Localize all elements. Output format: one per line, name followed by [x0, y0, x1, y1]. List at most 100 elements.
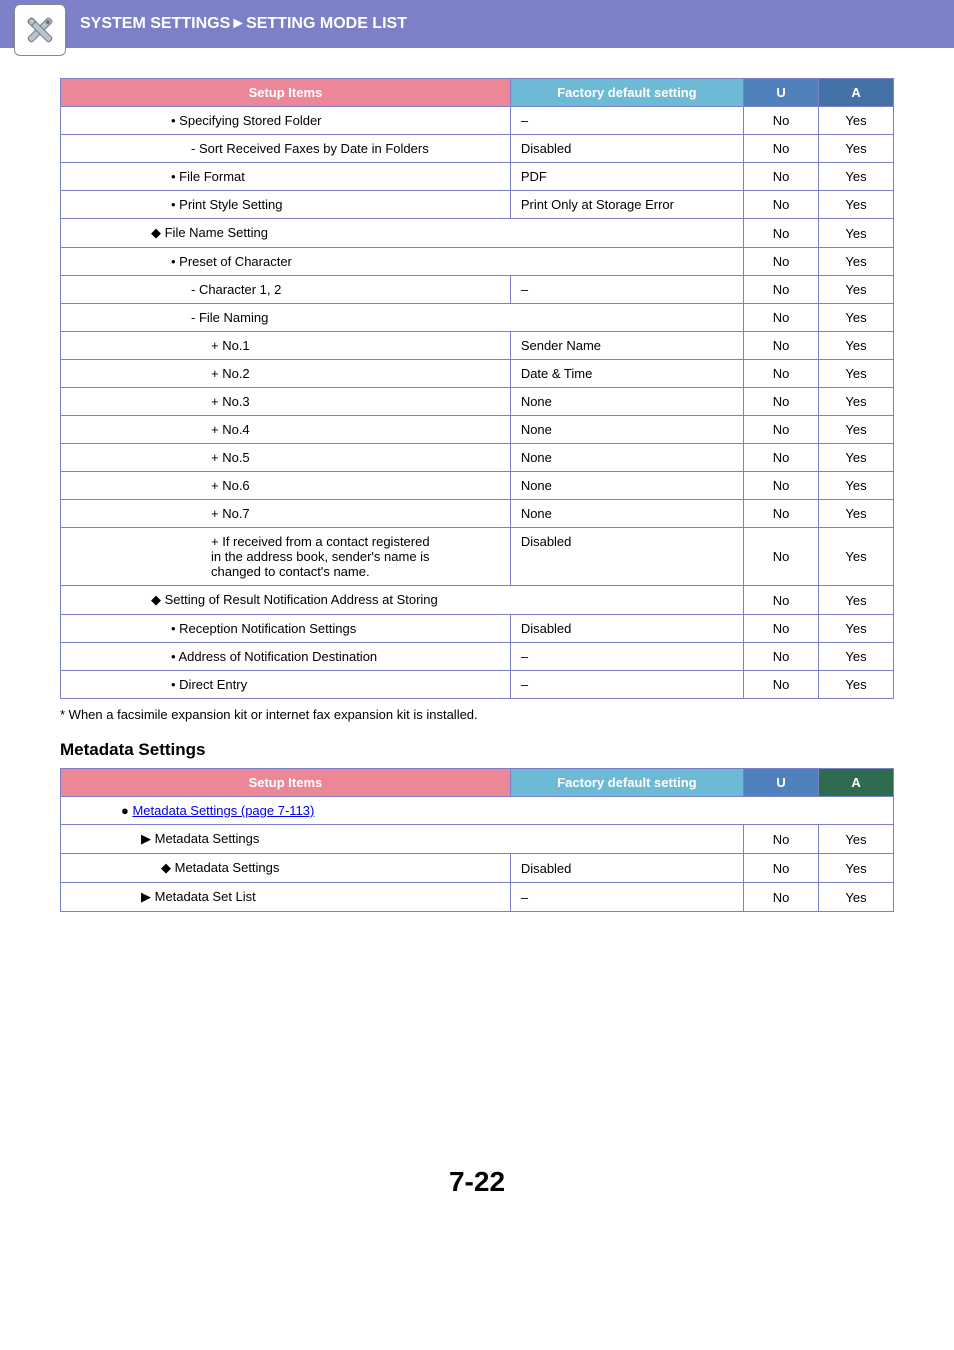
- cell-label: • Reception Notification Settings: [61, 615, 511, 643]
- table-row: - Character 1, 2–NoYes: [61, 276, 894, 304]
- cell-a: Yes: [819, 163, 894, 191]
- cell-factory: PDF: [510, 163, 743, 191]
- cell-label: - Character 1, 2: [61, 276, 511, 304]
- table-row: + No.7NoneNoYes: [61, 500, 894, 528]
- cell-u: No: [744, 444, 819, 472]
- cell-a: Yes: [819, 191, 894, 219]
- cell-factory: None: [510, 388, 743, 416]
- col-setup: Setup Items: [61, 769, 511, 797]
- table-row: + No.3NoneNoYes: [61, 388, 894, 416]
- table-row: ◆ File Name SettingNoYes: [61, 219, 894, 248]
- cell-label: + If received from a contact registered …: [61, 528, 511, 586]
- page-number: 7-22: [0, 916, 954, 1228]
- cell-u: No: [744, 107, 819, 135]
- cell-label: + No.5: [61, 444, 511, 472]
- cell-label: ◆ Setting of Result Notification Address…: [61, 586, 744, 615]
- cell-factory: Disabled: [510, 615, 743, 643]
- cell-a: Yes: [819, 332, 894, 360]
- cell-label: ▶ Metadata Settings: [61, 825, 744, 854]
- cell-factory: –: [510, 107, 743, 135]
- cell-a: Yes: [819, 528, 894, 586]
- header-bar: SYSTEM SETTINGS►SETTING MODE LIST: [0, 0, 954, 48]
- cell-u: No: [744, 416, 819, 444]
- cell-label: ◆ File Name Setting: [61, 219, 744, 248]
- cell-u: No: [744, 528, 819, 586]
- cell-u: No: [744, 276, 819, 304]
- table-row: + If received from a contact registered …: [61, 528, 894, 586]
- cell-a: Yes: [819, 586, 894, 615]
- table-row: • File FormatPDFNoYes: [61, 163, 894, 191]
- breadcrumb: SYSTEM SETTINGS►SETTING MODE LIST: [80, 15, 407, 33]
- cell-label: + No.1: [61, 332, 511, 360]
- cell-factory: Disabled: [510, 135, 743, 163]
- cell-a: Yes: [819, 472, 894, 500]
- col-a: A: [819, 769, 894, 797]
- cell-u: No: [744, 388, 819, 416]
- cell-u: No: [744, 883, 819, 912]
- cell-factory: Print Only at Storage Error: [510, 191, 743, 219]
- cell-label: + No.3: [61, 388, 511, 416]
- cell-label: + No.2: [61, 360, 511, 388]
- cell-a: Yes: [819, 883, 894, 912]
- cell-u: No: [744, 191, 819, 219]
- table-row: ◆ Setting of Result Notification Address…: [61, 586, 894, 615]
- cell-label: ◆ Metadata Settings: [61, 854, 511, 883]
- cell-a: Yes: [819, 444, 894, 472]
- table-row: - File NamingNoYes: [61, 304, 894, 332]
- cell-factory: None: [510, 472, 743, 500]
- cell-label: • Print Style Setting: [61, 191, 511, 219]
- cell-label: + No.7: [61, 500, 511, 528]
- cell-factory: None: [510, 500, 743, 528]
- footnote: * When a facsimile expansion kit or inte…: [60, 703, 894, 732]
- table-row: + No.1Sender NameNoYes: [61, 332, 894, 360]
- cell-a: Yes: [819, 360, 894, 388]
- settings-table-2: Setup Items Factory default setting U A …: [60, 768, 894, 912]
- cell-u: No: [744, 304, 819, 332]
- cell-a: Yes: [819, 276, 894, 304]
- cell-label: ▶ Metadata Set List: [61, 883, 511, 912]
- cell-label: ● Metadata Settings (page 7-113): [61, 797, 894, 825]
- cell-u: No: [744, 825, 819, 854]
- settings-table-1: Setup Items Factory default setting U A …: [60, 78, 894, 699]
- cell-label: • Direct Entry: [61, 671, 511, 699]
- cell-a: Yes: [819, 219, 894, 248]
- col-u: U: [744, 769, 819, 797]
- table-row: ▶ Metadata Set List–NoYes: [61, 883, 894, 912]
- cell-a: Yes: [819, 854, 894, 883]
- table-row: • Address of Notification Destination–No…: [61, 643, 894, 671]
- col-setup: Setup Items: [61, 79, 511, 107]
- table-row: • Direct Entry–NoYes: [61, 671, 894, 699]
- cell-factory: Date & Time: [510, 360, 743, 388]
- cell-a: Yes: [819, 825, 894, 854]
- cell-factory: Disabled: [510, 528, 743, 586]
- table-row: + No.5NoneNoYes: [61, 444, 894, 472]
- metadata-link[interactable]: Metadata Settings (page 7-113): [132, 803, 314, 818]
- cell-factory: Sender Name: [510, 332, 743, 360]
- cell-factory: –: [510, 276, 743, 304]
- cell-u: No: [744, 219, 819, 248]
- cell-label: + No.4: [61, 416, 511, 444]
- cell-factory: None: [510, 444, 743, 472]
- section-title-metadata: Metadata Settings: [60, 732, 894, 768]
- cell-u: No: [744, 671, 819, 699]
- cell-a: Yes: [819, 388, 894, 416]
- table-row: + No.4NoneNoYes: [61, 416, 894, 444]
- cell-u: No: [744, 135, 819, 163]
- table-row: • Reception Notification SettingsDisable…: [61, 615, 894, 643]
- table-row: + No.6NoneNoYes: [61, 472, 894, 500]
- cell-u: No: [744, 360, 819, 388]
- table-row: ▶ Metadata SettingsNoYes: [61, 825, 894, 854]
- cell-label: • Preset of Character: [61, 248, 744, 276]
- cell-u: No: [744, 248, 819, 276]
- cell-a: Yes: [819, 248, 894, 276]
- cell-factory: Disabled: [510, 854, 743, 883]
- bullet-icon: ●: [121, 803, 132, 818]
- cell-label: + No.6: [61, 472, 511, 500]
- cell-a: Yes: [819, 643, 894, 671]
- cell-u: No: [744, 615, 819, 643]
- table-row: ● Metadata Settings (page 7-113): [61, 797, 894, 825]
- cell-label: • Address of Notification Destination: [61, 643, 511, 671]
- tools-icon: [14, 4, 66, 56]
- cell-factory: –: [510, 643, 743, 671]
- table-row: • Specifying Stored Folder–NoYes: [61, 107, 894, 135]
